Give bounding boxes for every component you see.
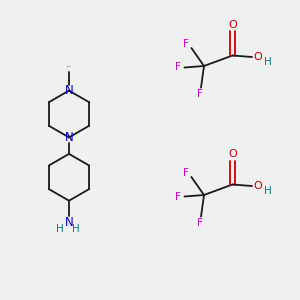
- Text: N: N: [64, 216, 74, 229]
- Text: H: H: [72, 224, 80, 234]
- Text: F: F: [183, 168, 189, 178]
- Text: F: F: [175, 191, 181, 202]
- Text: H: H: [264, 185, 272, 196]
- Text: methyl: methyl: [67, 65, 71, 67]
- Text: H: H: [264, 56, 272, 67]
- Text: O: O: [253, 52, 262, 62]
- Text: F: F: [175, 62, 181, 73]
- Text: H: H: [56, 224, 63, 234]
- Text: F: F: [183, 39, 189, 50]
- Text: F: F: [196, 218, 202, 228]
- Text: N: N: [64, 84, 74, 97]
- Text: N: N: [64, 131, 74, 144]
- Text: O: O: [228, 149, 237, 160]
- Text: O: O: [228, 20, 237, 31]
- Text: O: O: [253, 181, 262, 191]
- Text: F: F: [196, 88, 202, 99]
